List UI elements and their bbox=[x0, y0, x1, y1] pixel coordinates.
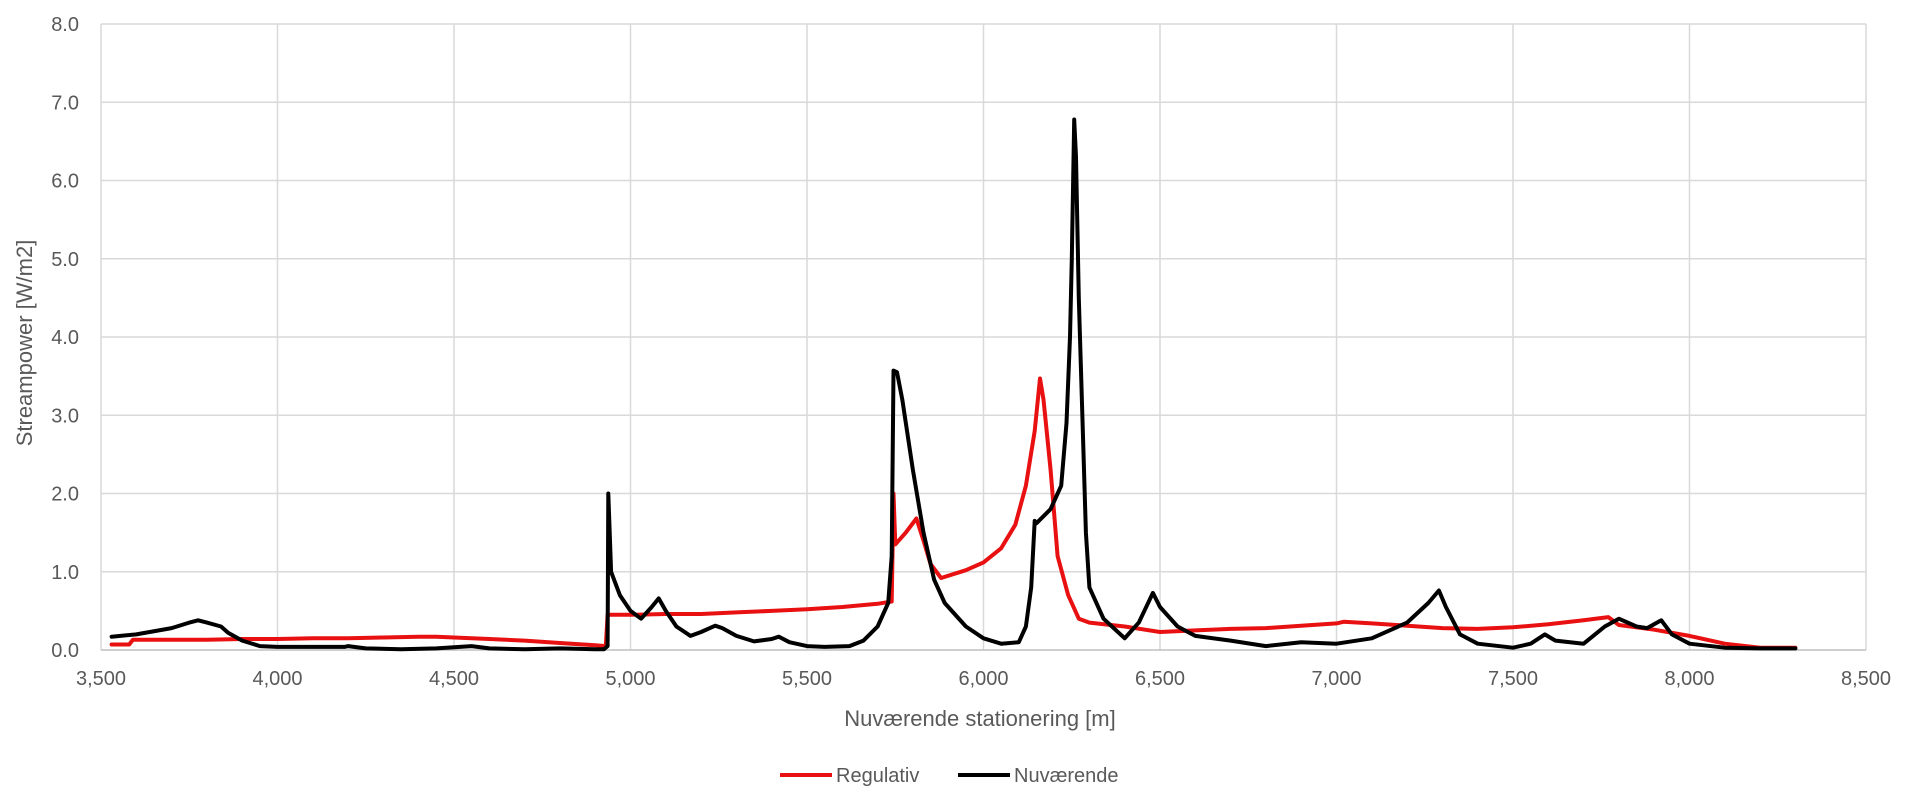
legend-item-nuværende: Nuværende bbox=[958, 765, 1119, 787]
y-tick-label: 7.0 bbox=[51, 92, 79, 114]
x-tick-label: 7,000 bbox=[1311, 668, 1361, 690]
y-tick-label: 6.0 bbox=[51, 171, 79, 193]
x-tick-label: 8,500 bbox=[1841, 668, 1891, 690]
y-tick-label: 4.0 bbox=[51, 327, 79, 349]
series-lines bbox=[109, 117, 1798, 652]
x-tick-label: 4,500 bbox=[429, 668, 479, 690]
x-axis-title: Nuværende stationering [m] bbox=[844, 706, 1115, 731]
x-tick-label: 5,500 bbox=[782, 668, 832, 690]
x-tick-label: 6,000 bbox=[958, 668, 1008, 690]
x-tick-label: 6,500 bbox=[1135, 668, 1185, 690]
x-tick-label: 3,500 bbox=[76, 668, 126, 690]
x-tick-label: 5,000 bbox=[605, 668, 655, 690]
y-tick-label: 8.0 bbox=[51, 14, 79, 36]
series-line-nuværende bbox=[109, 117, 1798, 652]
y-tick-label: 1.0 bbox=[51, 562, 79, 584]
axes: 3,500 4,000 4,500 5,000 5,500 6,000 6,500 7,000… bbox=[51, 14, 1891, 690]
x-tick-label: 7,500 bbox=[1488, 668, 1538, 690]
legend-item-regulativ: Regulativ bbox=[780, 765, 919, 787]
legend-label: Regulativ bbox=[836, 765, 919, 787]
y-tick-label: 0.0 bbox=[51, 640, 79, 662]
y-axis-title: Streampower [W/m2] bbox=[12, 240, 37, 447]
x-tick-label: 8,000 bbox=[1664, 668, 1714, 690]
y-tick-label: 2.0 bbox=[51, 484, 79, 506]
y-tick-label: 5.0 bbox=[51, 249, 79, 271]
y-tick-label: 3.0 bbox=[51, 405, 79, 427]
x-tick-label: 4,000 bbox=[252, 668, 302, 690]
grid bbox=[100, 23, 1867, 650]
series-line-regulativ bbox=[109, 376, 1798, 650]
legend-label: Nuværende bbox=[1014, 765, 1119, 787]
legend: Regulativ Nuværende bbox=[780, 765, 1119, 787]
